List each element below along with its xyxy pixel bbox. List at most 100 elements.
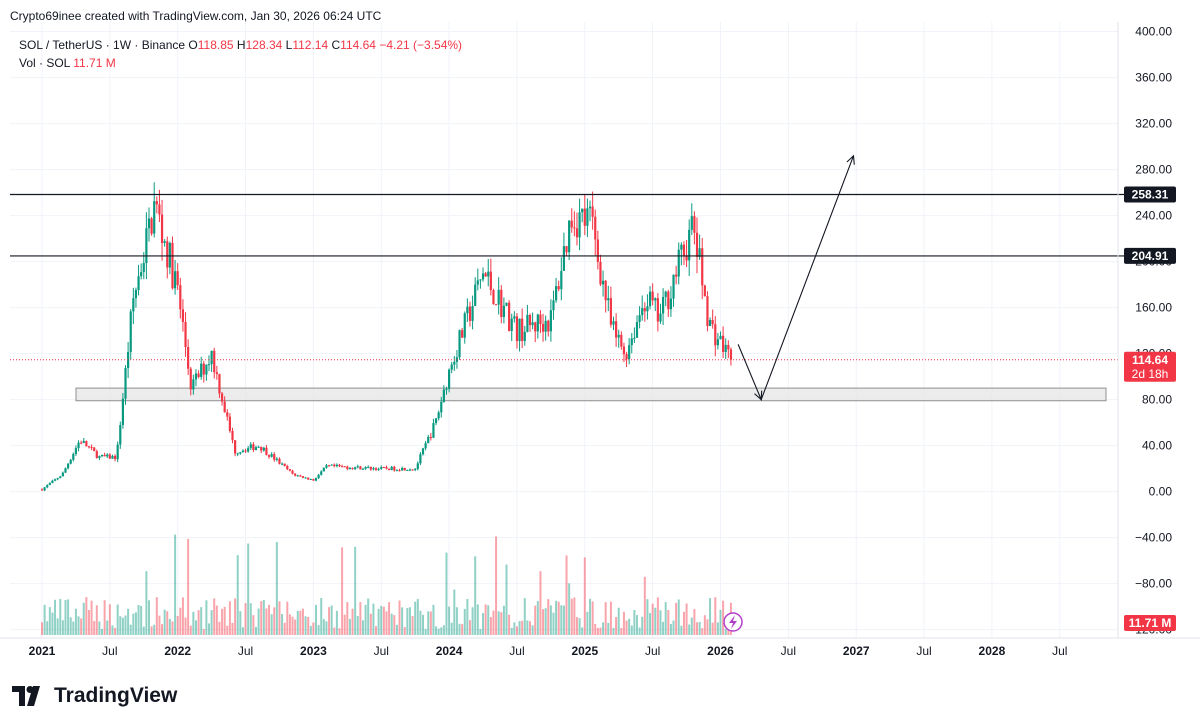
candle-body [85, 440, 88, 447]
volume-bar [127, 608, 130, 635]
ohlc-low: 112.14 [292, 38, 329, 52]
candle-body [100, 454, 104, 457]
candle-body [661, 296, 665, 314]
candle-body [40, 489, 44, 491]
volume-bar [205, 600, 208, 635]
volume-bar [119, 616, 122, 635]
candle-body [505, 302, 508, 306]
volume-bar [656, 597, 659, 635]
candle-body [80, 442, 83, 444]
horizontal-levels[interactable] [10, 193, 1126, 361]
volume-bar [377, 608, 380, 635]
candle-body [77, 442, 80, 449]
volume-bar [479, 628, 482, 635]
candle-body [615, 321, 618, 338]
candle-body [466, 306, 469, 314]
volume-bar [495, 536, 498, 635]
volume-bar [147, 600, 150, 635]
volume-bar [432, 604, 435, 635]
volume-bar [80, 618, 83, 635]
volume-bar [61, 620, 64, 635]
candle-body [424, 443, 427, 449]
candle-body [90, 447, 93, 449]
volume-label[interactable]: Vol · SOL [19, 56, 70, 70]
volume-bar [518, 621, 521, 635]
candle-body [554, 286, 558, 301]
volume-bar [461, 624, 464, 635]
projection-arrow-down [754, 390, 763, 401]
candle-body [701, 248, 704, 286]
projection-lines[interactable] [737, 154, 855, 402]
candle-body [197, 373, 200, 377]
volume-bar [278, 601, 281, 635]
candle-body [124, 368, 127, 399]
candle-body [179, 285, 182, 310]
candle-body [218, 374, 221, 394]
volume-bar [328, 607, 331, 635]
volume-bar [179, 607, 182, 635]
y-tick-label: 40.00 [1142, 439, 1172, 453]
candle-body [468, 306, 472, 321]
volume-bar [317, 625, 320, 635]
candle-body [719, 335, 722, 340]
candle-body [492, 290, 495, 305]
tradingview-brand[interactable]: TradingView [12, 684, 177, 708]
x-tick-label: Jul [238, 644, 253, 658]
volume-bar [424, 628, 427, 635]
volume-bar [390, 613, 393, 635]
volume-bar [367, 598, 370, 635]
volume-bar [234, 598, 237, 635]
volume-bar [536, 601, 539, 635]
volume-bar [427, 611, 430, 635]
candle-body [502, 305, 506, 318]
candle-body [147, 218, 151, 229]
volume-bar [395, 624, 398, 635]
volume-bar [72, 621, 75, 635]
candle-body [518, 318, 521, 342]
candle-body [630, 338, 633, 346]
x-tick-label: 2027 [843, 644, 870, 658]
candle-body [724, 344, 727, 353]
candle-body [286, 465, 289, 470]
price-axis[interactable]: 400.00360.00320.00280.00240.00200.00160.… [1117, 22, 1172, 638]
symbol-name[interactable]: SOL / TetherUS · 1W · Binance [19, 38, 186, 52]
tradingview-logo-icon [12, 686, 40, 706]
volume-bar [393, 615, 396, 635]
volume-bar [659, 610, 662, 635]
time-axis[interactable]: 2021 Jul 2022 Jul 2023 Jul 2024 Jul 2025 Jul 2026 J… [0, 637, 1200, 658]
candle-body [327, 465, 331, 467]
volume-bar [442, 625, 445, 635]
candle-body [98, 456, 101, 459]
ohlc-close: 114.64 [340, 38, 376, 52]
volume-bar [114, 627, 117, 635]
candle-body [544, 320, 547, 332]
volume-bar [573, 597, 576, 635]
candle-body [729, 349, 733, 360]
candle-body [254, 447, 258, 451]
candle-body [64, 468, 67, 473]
volume-bar [388, 602, 391, 635]
volume-bar [591, 601, 594, 635]
candle-body [184, 321, 187, 348]
ohlc-open-label: O [188, 38, 198, 52]
volume-bar [281, 614, 284, 635]
candle-body [711, 319, 714, 325]
volume-bar [69, 617, 72, 635]
volume-bar [181, 597, 184, 635]
candle-body [440, 401, 443, 413]
candle-body [228, 416, 231, 431]
volume-bar [121, 617, 124, 635]
volume-bar [450, 622, 453, 635]
volume-bar [315, 604, 318, 635]
candle-body [672, 274, 675, 299]
volume-bar [698, 621, 701, 635]
candle-body [56, 478, 59, 480]
volume-bar [602, 622, 605, 635]
volume-bar [301, 608, 304, 635]
volume-bar [215, 605, 218, 635]
volume-bar [497, 611, 500, 635]
volume-bar [354, 546, 357, 635]
volume-bar [510, 627, 513, 635]
candle-body [291, 470, 294, 474]
